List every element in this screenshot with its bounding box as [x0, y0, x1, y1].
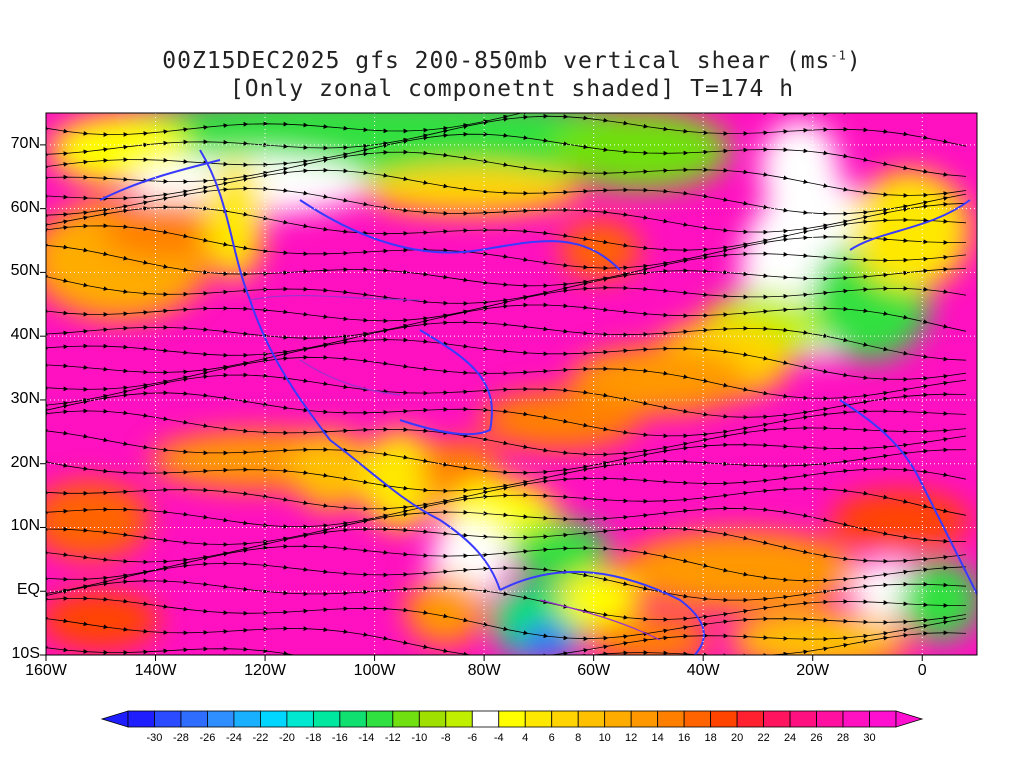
colorbar-swatch — [339, 710, 367, 728]
lon-label: 100W — [353, 662, 396, 679]
colorbar-label: 18 — [704, 732, 717, 744]
colorbar-label: 20 — [730, 732, 744, 744]
lat-label: EQ — [16, 581, 40, 599]
political-border — [249, 294, 421, 301]
lon-label: 120W — [244, 662, 286, 679]
colorbar-label: -22 — [252, 732, 269, 744]
lon-label: 40W — [686, 662, 720, 679]
colorbar-label: -6 — [467, 732, 478, 744]
coastline — [99, 159, 221, 201]
political-border — [299, 359, 401, 396]
colorbar-label: 10 — [598, 732, 611, 744]
colorbar-swatch — [551, 710, 579, 728]
colorbar-label: 6 — [548, 732, 555, 744]
colorbar-swatch — [154, 710, 182, 728]
colorbar-swatch — [789, 710, 817, 728]
colorbar-swatch — [445, 710, 473, 728]
colorbar-swatch — [180, 710, 208, 728]
colorbar-label: -20 — [278, 732, 295, 744]
axis-ticks — [40, 144, 923, 661]
colorbar-swatch — [710, 710, 738, 728]
coastline — [199, 149, 501, 591]
political-border — [539, 599, 661, 641]
colorbar-swatch — [418, 710, 447, 728]
colorbar — [100, 710, 924, 728]
colorbar-swatch — [577, 710, 606, 728]
colorbar-label: -4 — [493, 732, 504, 744]
lat-label: 50N — [10, 262, 40, 280]
colorbar-swatch — [763, 710, 791, 728]
lat-label: 60N — [10, 198, 40, 216]
colorbar-swatch — [392, 710, 420, 728]
lat-label: 30N — [10, 389, 40, 407]
coastline — [849, 199, 971, 251]
lon-label: 80W — [467, 662, 501, 679]
colorbar-label: -12 — [384, 732, 401, 744]
coastline — [399, 329, 493, 436]
coastline — [839, 399, 977, 597]
colorbar-swatch — [683, 710, 712, 728]
colorbar-swatch — [604, 710, 632, 728]
colorbar-label: 22 — [757, 732, 770, 744]
colorbar-swatch — [816, 710, 844, 728]
lat-label: 40N — [10, 326, 40, 344]
colorbar-swatch — [286, 710, 314, 728]
colorbar-label: -24 — [225, 732, 242, 744]
colorbar-label: 26 — [810, 732, 823, 744]
lat-label: 10S — [11, 645, 40, 662]
lon-label: 0 — [917, 662, 927, 679]
lat-label: 10N — [10, 517, 40, 535]
colorbar-swatch — [869, 710, 897, 728]
lon-label: 60W — [577, 662, 611, 679]
colorbar-swatch — [736, 710, 764, 728]
colorbar-swatch — [498, 710, 526, 728]
vector-layer — [46, 113, 977, 655]
colorbar-label: 12 — [625, 732, 638, 744]
map-frame — [45, 112, 978, 656]
colorbar-swatch — [842, 710, 870, 728]
colorbar-label: 30 — [863, 732, 876, 744]
colorbar-left-arrow — [100, 710, 129, 728]
coastline — [499, 570, 705, 655]
lat-label: 20N — [10, 453, 40, 471]
colorbar-label: 8 — [575, 732, 582, 744]
colorbar-swatch — [207, 710, 235, 728]
colorbar-label: 28 — [836, 732, 850, 744]
colorbar-swatch — [471, 710, 500, 728]
lon-label: 140W — [134, 662, 177, 679]
colorbar-label: 16 — [678, 732, 691, 744]
colorbar-label: -30 — [146, 732, 163, 744]
lat-label: 70N — [10, 134, 40, 152]
colorbar-label: -18 — [305, 732, 322, 744]
colorbar-swatch — [312, 710, 341, 728]
colorbar-label: -16 — [331, 732, 348, 744]
colorbar-label: -10 — [411, 732, 428, 744]
colorbar-swatch — [524, 710, 553, 728]
colorbar-label: 24 — [783, 732, 797, 744]
colorbar-label: -8 — [440, 732, 451, 744]
map-title-line1: 00Z15DEC2025 gfs 200-850mb vertical shea… — [162, 48, 862, 74]
colorbar-label: -14 — [358, 732, 375, 744]
colorbar-right-arrow — [895, 710, 924, 728]
colorbar-swatch — [127, 710, 155, 728]
coastline — [299, 199, 621, 271]
colorbar-label: -26 — [199, 732, 216, 744]
colorbar-swatch — [233, 710, 261, 728]
colorbar-swatch — [365, 710, 394, 728]
colorbar-swatch — [630, 710, 659, 728]
map-title-line2: [Only zonal componetnt shaded] T=174 h — [229, 76, 795, 102]
colorbar-label: 14 — [651, 732, 664, 744]
colorbar-swatch — [657, 710, 685, 728]
streamline — [46, 630, 967, 655]
lon-label: 160W — [25, 662, 67, 679]
colorbar-swatch — [260, 710, 288, 728]
lon-label: 20W — [796, 662, 830, 679]
colorbar-label: -28 — [173, 732, 189, 744]
colorbar-label: 4 — [522, 732, 529, 744]
